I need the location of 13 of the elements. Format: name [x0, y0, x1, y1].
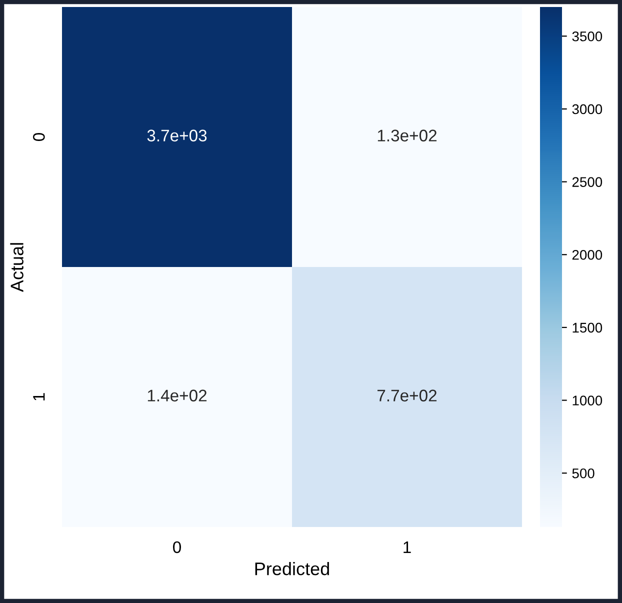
color-bar-label: 500 [572, 468, 594, 478]
data-label: 7.7e+02 [378, 390, 437, 402]
data-label: 1.3e+02 [378, 130, 437, 142]
color-bar-label: 1500 [572, 322, 602, 333]
y-axis-title: Actual [10, 243, 24, 292]
x-axis-title: Predicted [255, 562, 329, 576]
color-bar-label: 2500 [572, 177, 602, 187]
color-bar-label: 3500 [572, 31, 602, 42]
color-bar-label: 1000 [572, 396, 602, 406]
color-bar-label: 2000 [572, 250, 602, 260]
color-bar-label: 3000 [572, 104, 602, 114]
data-label: 3.7e+03 [147, 130, 207, 142]
data-label: 1.4e+02 [148, 390, 207, 402]
